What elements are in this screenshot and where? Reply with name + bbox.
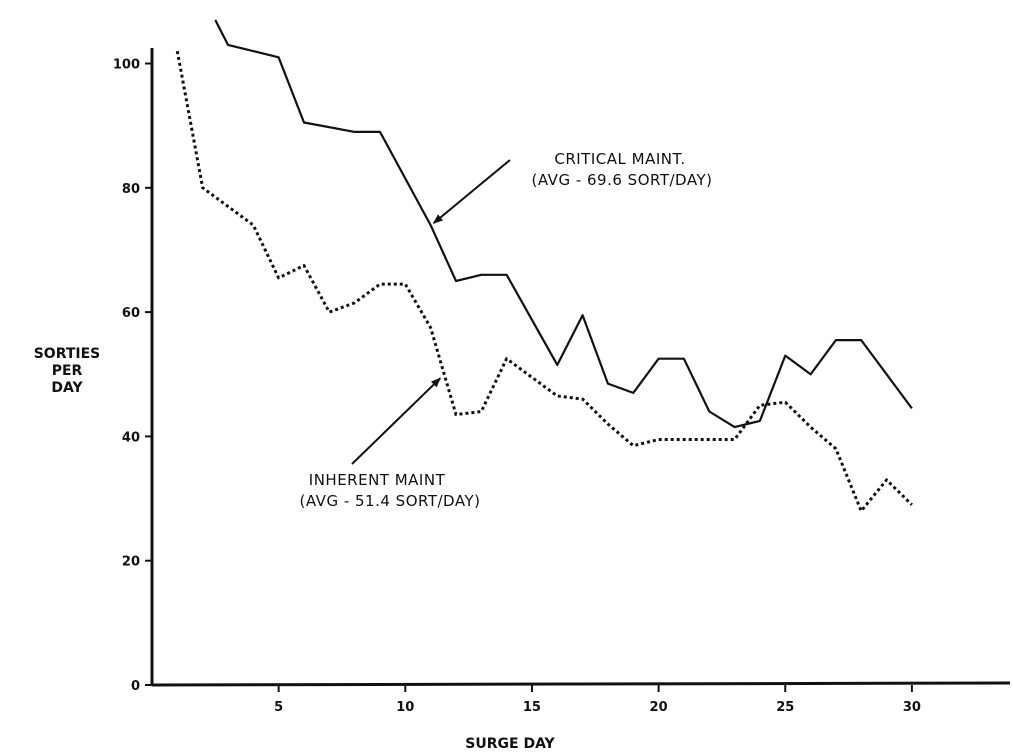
annotation-inherent-line-2: (AVG - 51.4 SORT/DAY)	[300, 492, 481, 510]
y-tick-label-0: 0	[131, 679, 140, 694]
y-tick-label-40: 40	[122, 430, 140, 445]
axes	[150, 48, 1011, 687]
arrows	[351, 159, 511, 465]
x-axis-title: SURGE DAY	[465, 736, 555, 752]
x-axis-line	[151, 681, 1011, 687]
annotation-inherent-line-1: INHERENT MAINT	[309, 471, 446, 489]
y-tick-label-60: 60	[122, 306, 140, 321]
y-tick-label-80: 80	[122, 182, 140, 197]
arrow-inherent	[351, 377, 441, 465]
x-tick-label-10: 10	[396, 700, 414, 715]
arrow-critical	[432, 159, 511, 224]
x-tick-label-25: 25	[776, 700, 794, 715]
x-tick-label-30: 30	[903, 700, 921, 715]
annotation-critical-line-1: CRITICAL MAINT.	[554, 150, 685, 168]
x-tick-label-20: 20	[650, 700, 668, 715]
ticks: 0 20 40 60 80 100 5 10 15 20 25 30	[113, 58, 921, 716]
x-tick-label-15: 15	[523, 700, 541, 715]
annotation-critical-line-2: (AVG - 69.6 SORT/DAY)	[532, 171, 713, 189]
y-axis-title-line-2: PER	[52, 363, 83, 379]
y-tick-label-100: 100	[113, 58, 140, 73]
y-axis-title-line-3: DAY	[51, 380, 83, 396]
y-tick-label-20: 20	[122, 555, 140, 570]
series-line-critical	[214, 19, 913, 429]
annotation-critical: CRITICAL MAINT. (AVG - 69.6 SORT/DAY)	[532, 150, 713, 189]
annotation-inherent: INHERENT MAINT (AVG - 51.4 SORT/DAY)	[300, 471, 481, 510]
series-line-inherent	[175, 50, 913, 513]
y-axis-title-line-1: SORTIES	[34, 346, 101, 362]
x-tick-label-5: 5	[274, 700, 283, 715]
series-layer	[175, 19, 913, 513]
